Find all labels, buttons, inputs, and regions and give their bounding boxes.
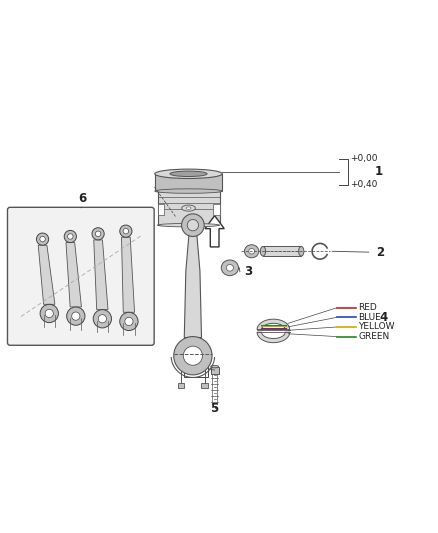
- Polygon shape: [205, 215, 224, 247]
- Bar: [184, 360, 208, 377]
- Bar: [158, 204, 164, 215]
- Bar: [263, 246, 301, 256]
- Polygon shape: [257, 319, 290, 329]
- Polygon shape: [155, 174, 222, 191]
- Polygon shape: [66, 243, 81, 307]
- Circle shape: [120, 312, 138, 330]
- Polygon shape: [94, 240, 108, 310]
- FancyBboxPatch shape: [7, 207, 154, 345]
- Ellipse shape: [170, 171, 207, 176]
- Ellipse shape: [249, 248, 254, 254]
- Ellipse shape: [299, 246, 304, 256]
- Ellipse shape: [182, 205, 195, 211]
- Text: RED: RED: [358, 303, 377, 312]
- Circle shape: [184, 346, 202, 365]
- Ellipse shape: [186, 207, 191, 209]
- Ellipse shape: [155, 189, 222, 193]
- Ellipse shape: [226, 264, 233, 271]
- Circle shape: [64, 230, 76, 243]
- Text: 1: 1: [375, 165, 383, 178]
- Circle shape: [67, 234, 73, 239]
- Circle shape: [98, 314, 106, 323]
- Circle shape: [120, 225, 132, 237]
- Circle shape: [125, 317, 133, 326]
- Circle shape: [123, 229, 129, 234]
- Ellipse shape: [155, 169, 222, 179]
- Polygon shape: [257, 332, 290, 343]
- Text: 3: 3: [244, 265, 252, 278]
- Circle shape: [40, 236, 45, 242]
- Text: BLUE: BLUE: [358, 313, 381, 322]
- Circle shape: [92, 228, 104, 240]
- Ellipse shape: [221, 260, 239, 276]
- Circle shape: [95, 231, 101, 237]
- Text: +0,00: +0,00: [350, 154, 378, 163]
- Ellipse shape: [158, 223, 219, 227]
- Circle shape: [40, 304, 58, 322]
- Circle shape: [174, 336, 212, 375]
- Ellipse shape: [211, 366, 219, 368]
- Text: GREEN: GREEN: [358, 332, 389, 341]
- Polygon shape: [158, 191, 219, 225]
- Circle shape: [45, 309, 53, 318]
- Circle shape: [182, 214, 204, 237]
- Bar: [201, 383, 208, 388]
- Polygon shape: [38, 245, 55, 304]
- Circle shape: [93, 310, 112, 328]
- Text: 2: 2: [377, 246, 385, 259]
- Bar: [177, 383, 184, 388]
- Polygon shape: [184, 225, 201, 337]
- Bar: [211, 367, 219, 374]
- Polygon shape: [121, 237, 134, 312]
- Text: YELLOW: YELLOW: [358, 322, 395, 332]
- Bar: [213, 204, 219, 215]
- Ellipse shape: [260, 246, 265, 256]
- Text: 6: 6: [78, 192, 86, 205]
- Text: 4: 4: [379, 311, 388, 324]
- Circle shape: [67, 307, 85, 325]
- Circle shape: [36, 233, 49, 245]
- Circle shape: [187, 220, 198, 231]
- Text: 5: 5: [211, 402, 219, 415]
- Ellipse shape: [244, 245, 259, 258]
- Text: +0,40: +0,40: [350, 180, 378, 189]
- Circle shape: [72, 312, 80, 320]
